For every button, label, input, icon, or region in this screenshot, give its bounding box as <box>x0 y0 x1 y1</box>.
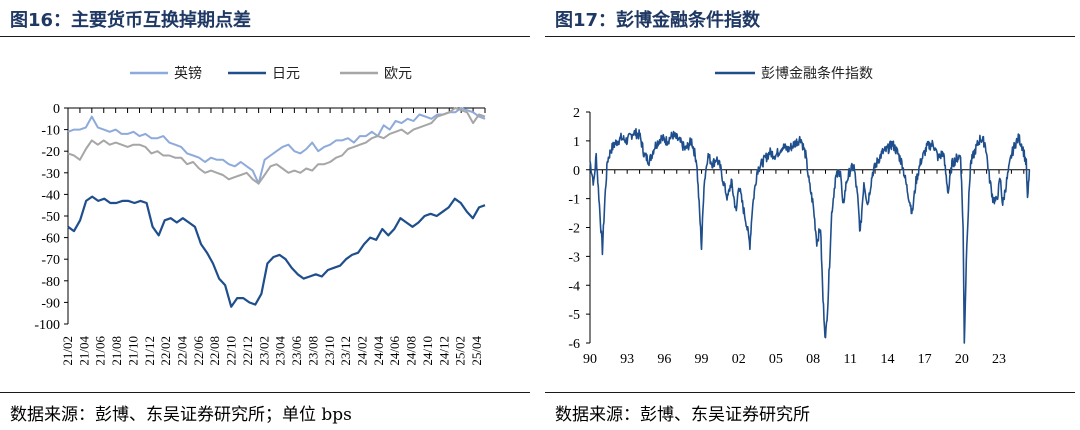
y-tick-label: 0 <box>53 102 60 117</box>
series-line-eur <box>67 107 486 185</box>
x-tick-label: 23/08 <box>305 336 320 366</box>
legend-label-bfci: 彭博金融条件指数 <box>761 65 873 82</box>
right-figure-title: 图17：彭博金融条件指数 <box>555 10 761 31</box>
x-tick-label: 21/02 <box>60 336 75 366</box>
y-tick-label: 1 <box>573 135 580 150</box>
y-tick-label: 2 <box>573 106 580 121</box>
right-bottom-rule <box>545 392 1075 393</box>
x-tick-label: 90 <box>583 352 597 367</box>
y-tick-label: -70 <box>41 253 60 268</box>
y-tick-label: -30 <box>41 167 60 182</box>
x-tick-label: 24/04 <box>371 336 386 366</box>
x-tick-label: 23/06 <box>289 336 304 366</box>
x-tick-label: 24/08 <box>404 336 419 366</box>
series-line-gbp <box>67 107 486 185</box>
y-tick-label: -3 <box>568 250 580 265</box>
x-tick-label: 02 <box>732 352 746 367</box>
legend-label-2: 欧元 <box>384 66 412 82</box>
x-tick-label: 11 <box>844 352 857 367</box>
series-line-jpy <box>67 195 486 308</box>
x-tick-label: 24/02 <box>354 336 369 366</box>
right-source-note: 数据来源：彭博、东吴证券研究所 <box>555 405 810 425</box>
y-tick-label: -4 <box>568 279 580 294</box>
y-tick-label: -2 <box>568 222 580 237</box>
x-tick-label: 22/04 <box>175 336 190 366</box>
x-tick-label: 22/12 <box>240 336 255 366</box>
x-tick-label: 17 <box>918 352 932 367</box>
y-tick-label: -20 <box>41 145 60 160</box>
x-tick-label: 14 <box>880 352 894 367</box>
x-tick-label: 24/10 <box>420 336 435 366</box>
x-tick-label: 08 <box>806 352 820 367</box>
left-figure-panel: 图16：主要货币互换掉期点差 英镑 日元 欧元 0 -10 -20 -30 -40 -50 -60… <box>0 0 530 430</box>
y-tick-label: -40 <box>41 188 60 203</box>
x-tick-label: 22/08 <box>207 336 222 366</box>
series-line-bfci <box>589 128 1031 344</box>
right-title-rule <box>545 36 1075 37</box>
y-tick-label: -5 <box>568 308 580 323</box>
y-tick-label: -50 <box>41 210 60 225</box>
y-tick-label: -90 <box>41 296 60 311</box>
x-tick-label: 25/02 <box>453 336 468 366</box>
y-tick-label: -100 <box>34 318 60 333</box>
x-tick-label: 93 <box>620 352 634 367</box>
x-tick-label: 21/10 <box>125 336 140 366</box>
x-tick-label: 99 <box>695 352 709 367</box>
x-tick-label: 24/06 <box>387 336 402 366</box>
legend-label-1: 日元 <box>272 67 300 82</box>
left-source-note: 数据来源：彭博、东吴证券研究所；单位 bps <box>10 405 352 425</box>
legend-label-0: 英镑 <box>174 65 202 82</box>
x-tick-label: 22/06 <box>191 336 206 366</box>
x-tick-label: 21/12 <box>142 336 157 366</box>
left-title-rule <box>0 36 530 37</box>
left-bottom-rule <box>0 392 530 393</box>
x-tick-label: 22/02 <box>158 336 173 366</box>
x-tick-label: 22/10 <box>224 336 239 366</box>
swap-spread-chart: 英镑 日元 欧元0-10-20-30-40-50-60-70-80-90-10021… <box>34 65 486 366</box>
x-tick-label: 25/04 <box>469 336 484 366</box>
right-figure-panel: 图17：彭博金融条件指数 彭博金融条件指数 2 1 0 -1 -2 -3 -4 -5 -6 90 93… <box>545 0 1075 430</box>
y-tick-label: -6 <box>568 337 580 352</box>
x-tick-label: 24/12 <box>436 336 451 366</box>
x-tick-label: 21/08 <box>109 336 124 366</box>
x-tick-label: 23/10 <box>322 336 337 366</box>
x-tick-label: 23 <box>992 352 1006 367</box>
x-tick-label: 23/12 <box>338 336 353 366</box>
y-tick-label: 0 <box>573 164 580 179</box>
x-tick-label: 21/06 <box>93 336 108 366</box>
y-tick-label: -1 <box>568 193 580 208</box>
x-tick-label: 05 <box>769 352 783 367</box>
x-tick-label: 21/04 <box>76 336 91 366</box>
y-tick-label: -10 <box>41 124 60 139</box>
x-tick-label: 20 <box>955 352 969 367</box>
left-figure-title: 图16：主要货币互换掉期点差 <box>10 10 252 31</box>
x-tick-label: 23/02 <box>256 336 271 366</box>
y-tick-label: -60 <box>41 232 60 247</box>
x-tick-label: 96 <box>657 352 671 367</box>
financial-conditions-chart: 彭博金融条件指数 2 1 0 -1 -2 -3 -4 -5 -690 93 96 99 02 05 08 11 1… <box>568 65 1031 367</box>
x-tick-label: 23/04 <box>273 336 288 366</box>
y-tick-label: -80 <box>41 275 60 290</box>
